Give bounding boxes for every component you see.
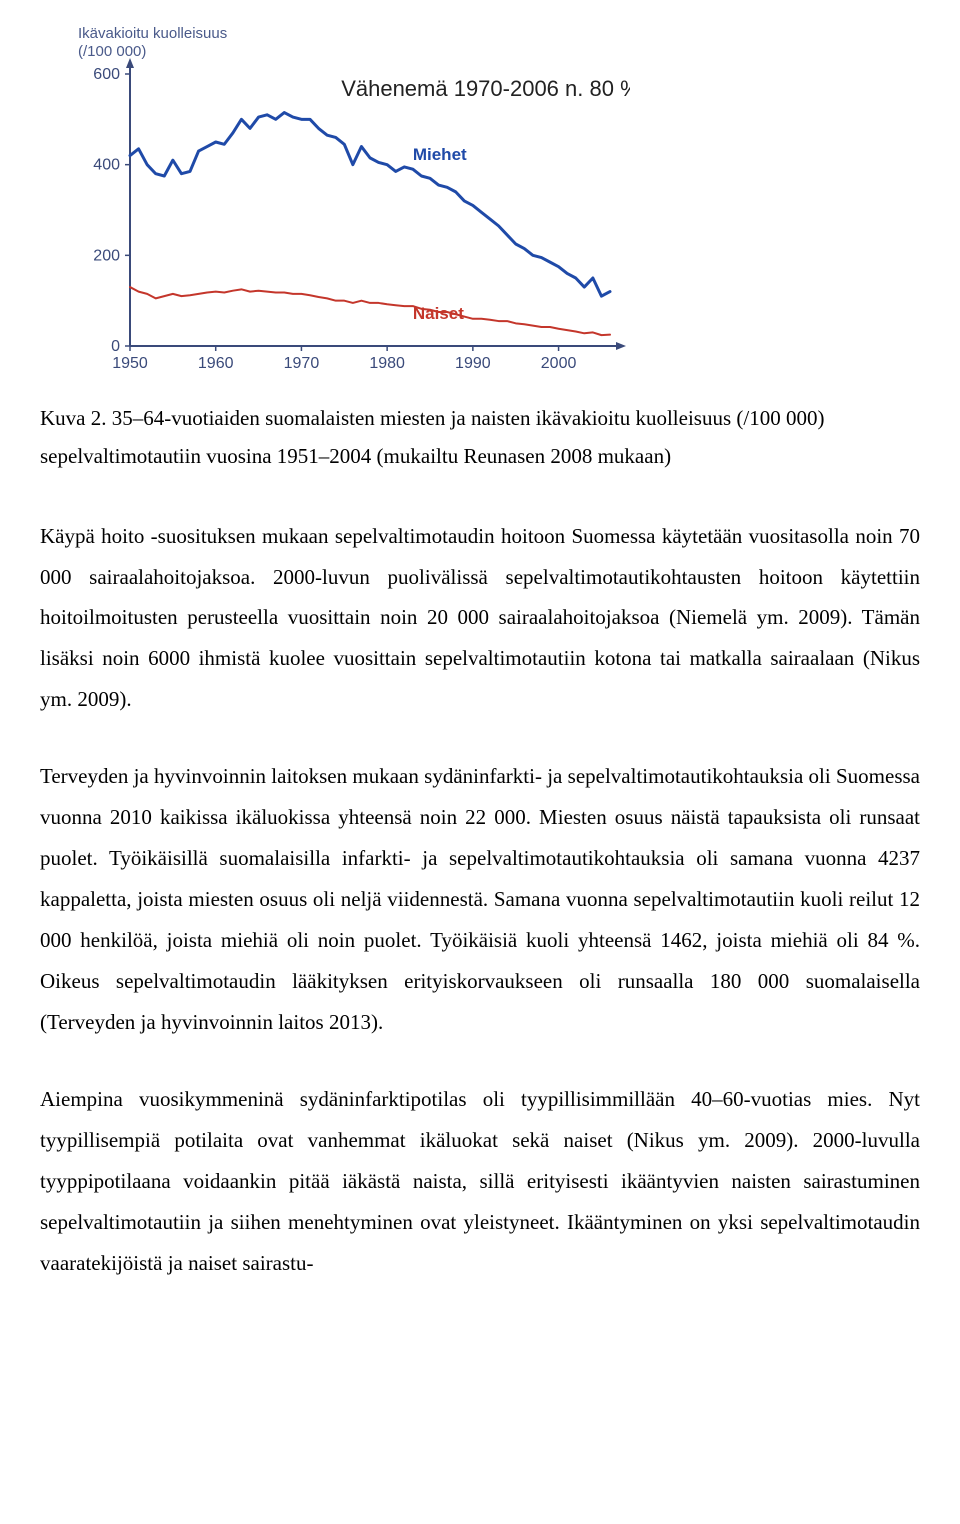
chart-svg: 0 200 400 600 1950 1960 1970 1980 1990 2000 Ikävak…: [70, 20, 630, 380]
svg-text:Naiset: Naiset: [413, 304, 464, 323]
svg-text:Miehet: Miehet: [413, 145, 467, 164]
paragraph-1: Käypä hoito -suosituksen mukaan sepelval…: [40, 516, 920, 721]
svg-text:2000: 2000: [541, 355, 577, 372]
svg-text:1960: 1960: [198, 355, 234, 372]
document-page: 0 200 400 600 1950 1960 1970 1980 1990 2000 Ikävak…: [0, 0, 960, 1344]
svg-text:(/100 000): (/100 000): [78, 43, 146, 60]
paragraph-2: Terveyden ja hyvinvoinnin laitoksen muka…: [40, 756, 920, 1043]
svg-text:0: 0: [111, 338, 120, 355]
mortality-chart: 0 200 400 600 1950 1960 1970 1980 1990 2000 Ikävak…: [70, 20, 920, 380]
figure-caption: Kuva 2. 35–64-vuotiaiden suomalaisten mi…: [40, 400, 920, 476]
svg-text:Vähenemä 1970-2006 n. 80 %: Vähenemä 1970-2006 n. 80 %: [341, 76, 630, 101]
svg-text:1980: 1980: [369, 355, 405, 372]
svg-text:600: 600: [93, 66, 120, 83]
svg-text:Ikävakioitu kuolleisuus: Ikävakioitu kuolleisuus: [78, 25, 227, 42]
svg-text:400: 400: [93, 157, 120, 174]
svg-text:1950: 1950: [112, 355, 148, 372]
svg-text:1990: 1990: [455, 355, 491, 372]
svg-text:1970: 1970: [284, 355, 320, 372]
svg-text:200: 200: [93, 247, 120, 264]
paragraph-3: Aiempina vuosikymmeninä sydäninfarktipot…: [40, 1079, 920, 1284]
